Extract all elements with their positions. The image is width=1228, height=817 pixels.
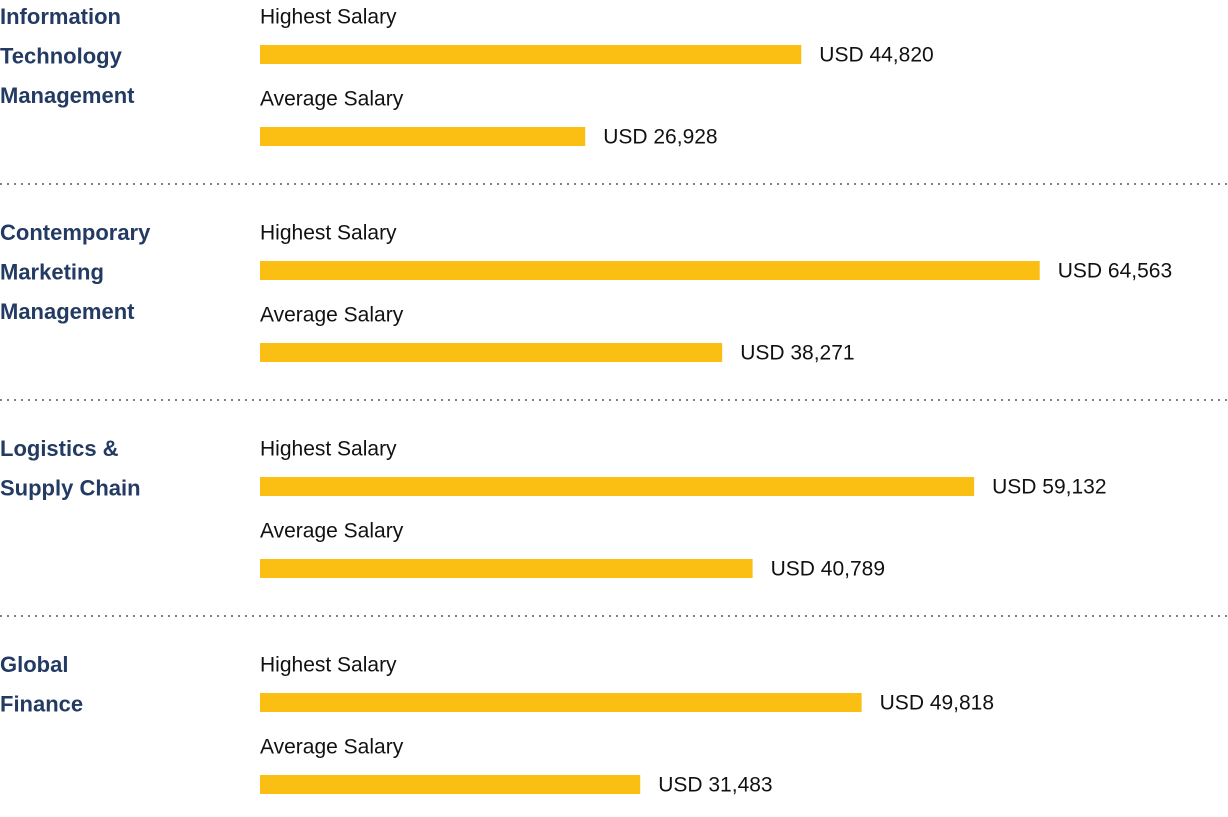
category-label: Management bbox=[0, 83, 135, 108]
series-label: Average Salary bbox=[260, 520, 404, 543]
value-label: USD 59,132 bbox=[992, 476, 1106, 499]
bar bbox=[260, 343, 723, 362]
value-label: USD 38,271 bbox=[740, 342, 854, 365]
series-label: Highest Salary bbox=[260, 438, 397, 461]
category-label: Contemporary bbox=[0, 220, 151, 245]
series-label: Average Salary bbox=[260, 88, 404, 111]
category-label: Technology bbox=[0, 43, 123, 68]
series-label: Highest Salary bbox=[260, 654, 397, 677]
bar bbox=[260, 45, 802, 64]
series-label: Average Salary bbox=[260, 736, 404, 759]
value-label: USD 49,818 bbox=[880, 692, 994, 715]
category-label: Global bbox=[0, 652, 68, 677]
category-label: Finance bbox=[0, 691, 83, 716]
value-label: USD 31,483 bbox=[658, 774, 772, 797]
bar bbox=[260, 693, 862, 712]
value-label: USD 64,563 bbox=[1058, 260, 1172, 283]
series-label: Average Salary bbox=[260, 304, 404, 327]
category-label: Management bbox=[0, 299, 135, 324]
series-label: Highest Salary bbox=[260, 222, 397, 245]
bar bbox=[260, 127, 586, 146]
category-label: Logistics & bbox=[0, 436, 119, 461]
series-label: Highest Salary bbox=[260, 6, 397, 29]
bar bbox=[260, 477, 975, 496]
bar bbox=[260, 775, 641, 794]
value-label: USD 26,928 bbox=[603, 126, 717, 149]
category-label: Marketing bbox=[0, 259, 104, 284]
value-label: USD 40,789 bbox=[771, 558, 885, 581]
value-label: USD 44,820 bbox=[819, 44, 933, 67]
bar bbox=[260, 261, 1040, 280]
category-label: Information bbox=[0, 4, 121, 29]
category-label: Supply Chain bbox=[0, 475, 141, 500]
bar bbox=[260, 559, 753, 578]
